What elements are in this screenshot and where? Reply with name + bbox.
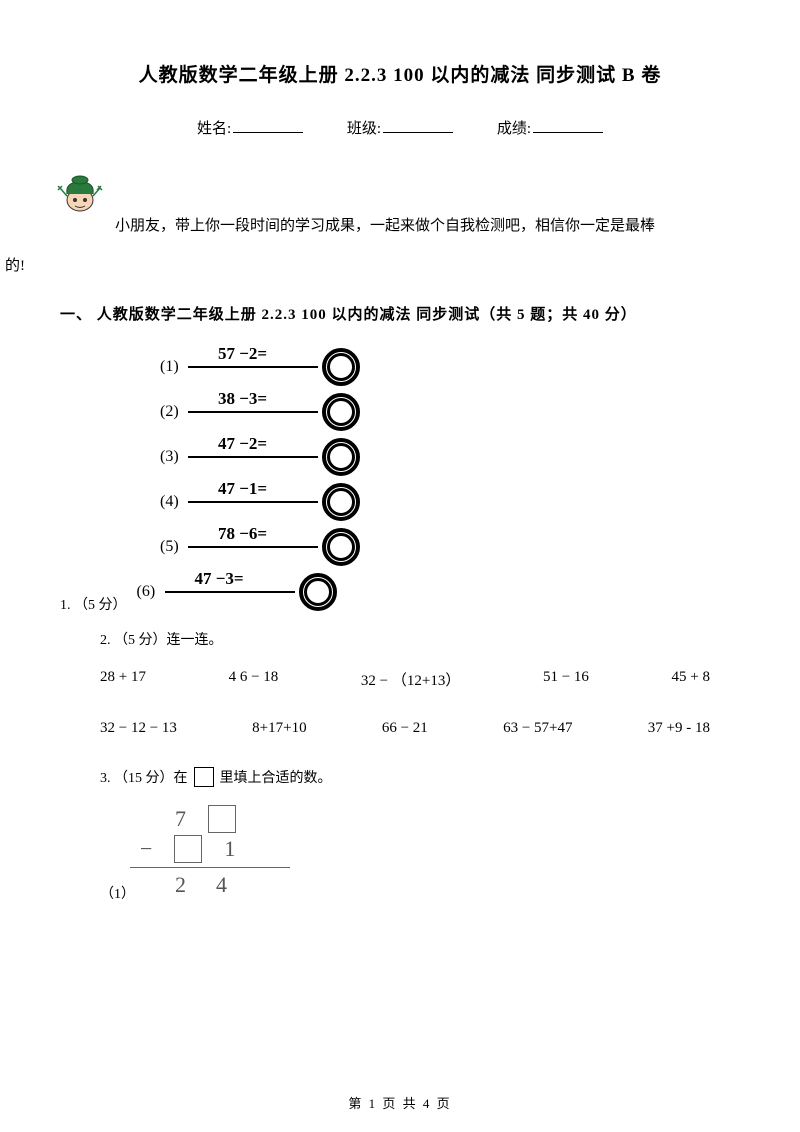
fill-box[interactable] [208, 805, 236, 833]
q1-label: 1. （5 分） [60, 594, 127, 614]
diagram-row: (1)57 −2= [160, 344, 740, 389]
answer-circle[interactable] [322, 528, 360, 566]
page-footer: 第 1 页 共 4 页 [0, 1093, 800, 1112]
q3-label: 3. （15 分）在 里填上合适的数。 [100, 767, 740, 787]
diagram-row: (3)47 −2= [160, 434, 740, 479]
info-fields: 姓名: 班级: 成绩: [60, 117, 740, 138]
sub-marker: （1） [100, 883, 135, 903]
answer-circle[interactable] [322, 483, 360, 521]
score-blank[interactable] [533, 132, 603, 133]
diagram-row: (2)38 −3= [160, 389, 740, 434]
box-icon [194, 767, 214, 787]
intro-text-2: 的! [5, 254, 740, 275]
class-blank[interactable] [383, 132, 453, 133]
answer-circle[interactable] [322, 393, 360, 431]
mascot-icon [55, 168, 105, 218]
name-label: 姓名: [197, 121, 231, 137]
intro-text-1: 小朋友，带上你一段时间的学习成果，一起来做个自我检测吧，相信你一定是最棒 [115, 168, 655, 244]
subtraction-problem: 7 − 1 2 4 （1） [130, 805, 290, 898]
q1-diagram: (1)57 −2= (2)38 −3= (3)47 −2= (4)47 −1= … [160, 344, 740, 614]
name-blank[interactable] [233, 132, 303, 133]
fill-box[interactable] [174, 835, 202, 863]
q2-row2: 32 − 12 − 13 8+17+10 66 − 21 63 − 57+47 … [100, 720, 740, 737]
diagram-row: (4)47 −1= [160, 479, 740, 524]
class-label: 班级: [347, 121, 381, 137]
answer-circle[interactable] [299, 573, 337, 611]
minus-sign: − [140, 836, 152, 862]
answer-circle[interactable] [322, 348, 360, 386]
score-label: 成绩: [497, 121, 531, 137]
diagram-row: (5)78 −6= [160, 524, 740, 569]
page-title: 人教版数学二年级上册 2.2.3 100 以内的减法 同步测试 B 卷 [60, 60, 740, 87]
q2-label: 2. （5 分）连一连。 [100, 629, 740, 649]
intro: 小朋友，带上你一段时间的学习成果，一起来做个自我检测吧，相信你一定是最棒 [60, 168, 740, 244]
q2-row1: 28 + 17 4 6 − 18 32 − （12+13） 51 − 16 45… [100, 669, 740, 690]
section-heading: 一、 人教版数学二年级上册 2.2.3 100 以内的减法 同步测试（共 5 题… [60, 303, 740, 324]
diagram-row: (6)47 −3= [137, 569, 337, 614]
answer-circle[interactable] [322, 438, 360, 476]
